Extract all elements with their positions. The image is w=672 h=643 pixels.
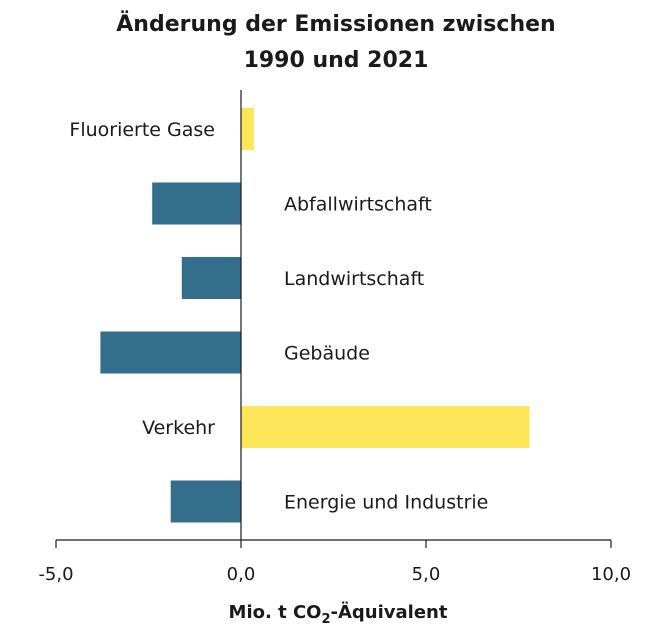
bars-layer (100, 108, 530, 523)
bar-4 (241, 406, 530, 448)
category-label-4: Verkehr (142, 417, 215, 439)
bar-2 (181, 257, 241, 299)
x-tick-label-3: 10,0 (591, 564, 631, 585)
category-label-1: Abfallwirtschaft (284, 194, 432, 216)
bar-0 (241, 108, 254, 150)
chart-title-line-2: 1990 und 2021 (244, 48, 429, 73)
bar-5 (170, 480, 241, 523)
x-axis-label-prefix: Mio. t CO (229, 602, 322, 623)
chart-title: Änderung der Emissionen zwischen 1990 un… (116, 11, 555, 73)
category-label-5: Energie und Industrie (284, 492, 488, 514)
x-tick-label-2: 5,0 (412, 564, 441, 585)
category-label-0: Fluorierte Gase (69, 119, 215, 141)
bar-1 (152, 182, 241, 225)
x-axis-label: Mio. t CO2-Äquivalent (229, 601, 448, 627)
category-labels: Fluorierte Gase Abfallwirtschaft Landwirts… (69, 119, 488, 514)
axes-layer: -5,0 0,0 5,0 10,0 (38, 90, 631, 585)
x-tick-label-1: 0,0 (227, 564, 256, 585)
x-axis-label-suffix: -Äquivalent (331, 601, 448, 623)
chart-title-line-1: Änderung der Emissionen zwischen (116, 11, 555, 37)
bar-3 (100, 331, 242, 374)
category-label-2: Landwirtschaft (284, 268, 424, 290)
category-label-3: Gebäude (284, 343, 370, 365)
x-tick-label-0: -5,0 (38, 564, 73, 585)
x-axis-label-subscript: 2 (321, 612, 330, 627)
